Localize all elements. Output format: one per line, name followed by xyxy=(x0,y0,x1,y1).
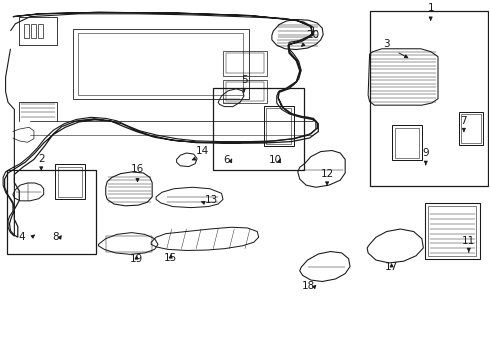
Text: 13: 13 xyxy=(205,195,219,205)
Bar xyxy=(392,125,422,160)
Bar xyxy=(394,128,419,158)
Bar xyxy=(459,112,484,145)
Text: 11: 11 xyxy=(462,236,475,246)
Text: 9: 9 xyxy=(422,148,429,158)
Bar xyxy=(223,50,267,76)
Bar xyxy=(58,167,82,197)
Text: 8: 8 xyxy=(52,231,59,242)
Bar xyxy=(425,203,480,258)
Bar xyxy=(31,24,36,38)
Text: 6: 6 xyxy=(223,155,230,165)
Bar xyxy=(428,206,476,256)
Text: 3: 3 xyxy=(383,39,390,49)
Text: 20: 20 xyxy=(306,30,319,40)
Text: 16: 16 xyxy=(131,164,144,174)
Text: 17: 17 xyxy=(385,262,398,272)
Text: 15: 15 xyxy=(164,253,177,263)
Bar xyxy=(6,170,96,254)
Bar xyxy=(226,82,264,101)
Bar xyxy=(267,108,291,144)
Bar xyxy=(55,165,85,199)
Bar xyxy=(213,88,304,170)
Text: 5: 5 xyxy=(241,75,247,85)
Bar xyxy=(264,106,294,146)
Bar xyxy=(369,11,489,186)
Text: 4: 4 xyxy=(19,231,25,242)
Text: 18: 18 xyxy=(302,282,315,292)
Bar xyxy=(78,33,243,95)
Text: 12: 12 xyxy=(320,169,334,179)
Bar xyxy=(223,80,267,103)
Text: 7: 7 xyxy=(461,116,467,126)
Text: 10: 10 xyxy=(269,155,282,165)
Bar xyxy=(226,53,264,73)
Text: 1: 1 xyxy=(427,3,434,13)
Bar xyxy=(24,24,29,38)
Bar xyxy=(106,236,152,252)
Bar xyxy=(462,114,481,143)
Bar xyxy=(38,24,43,38)
Bar xyxy=(73,29,249,99)
Text: 2: 2 xyxy=(38,154,45,164)
Text: 14: 14 xyxy=(196,146,209,156)
Text: 19: 19 xyxy=(130,254,143,264)
